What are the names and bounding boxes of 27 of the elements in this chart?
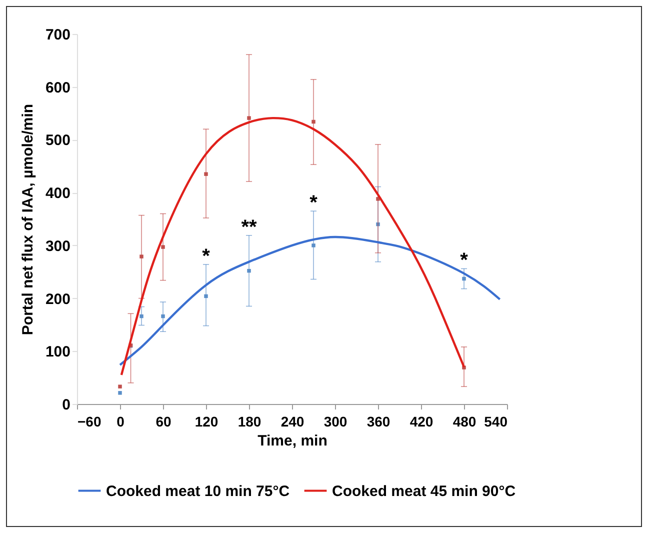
x-tick-label: 60 [156, 414, 172, 430]
x-tick-label: 540 [484, 414, 508, 430]
y-tick-label: 600 [45, 79, 70, 96]
data-label: * [310, 192, 318, 214]
x-tick-label: 300 [324, 414, 348, 430]
y-tick-label: 100 [45, 344, 70, 361]
y-tick-label: 500 [45, 132, 70, 150]
legend-label: Cooked meat 10 min 75°C [106, 482, 290, 500]
y-axis-title: Portal net flux of IAA, µmole/min [19, 104, 36, 336]
y-tick-label: 200 [45, 290, 70, 308]
x-tick-label: 120 [194, 414, 218, 430]
legend-label: Cooked meat 45 min 90°C [332, 482, 516, 500]
x-tick-label: 180 [238, 414, 262, 430]
data-label: * [460, 250, 468, 272]
y-tick-label: 300 [45, 238, 70, 255]
x-tick-label: 420 [410, 414, 434, 430]
y-tick-label: 0 [62, 396, 70, 414]
x-axis-title: Time, min [258, 432, 328, 450]
x-tick-label: 0 [116, 414, 125, 430]
y-tick-label: 400 [45, 185, 70, 202]
data-label: ** [241, 216, 257, 238]
x-tick-label: −60 [78, 414, 102, 430]
data-label: * [202, 245, 210, 268]
x-tick-label: 360 [366, 414, 390, 430]
x-tick-label: 240 [280, 414, 304, 430]
y-tick-label: 700 [45, 26, 70, 44]
x-tick-label: 480 [452, 414, 476, 430]
